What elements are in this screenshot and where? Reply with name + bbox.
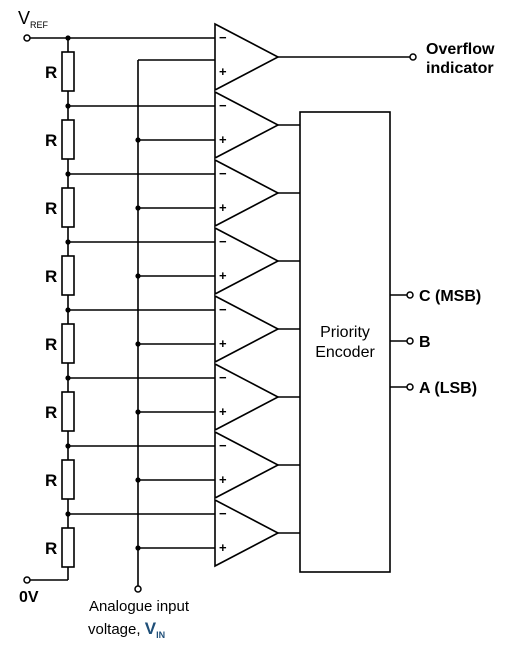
output-c-terminal bbox=[406, 291, 414, 299]
comparator-2: − + bbox=[214, 90, 280, 160]
resistor-5: R bbox=[45, 323, 75, 364]
resistor-2: R bbox=[45, 119, 75, 160]
inverting-input-sign: − bbox=[219, 506, 227, 521]
resistor-3: R bbox=[45, 187, 75, 228]
non-inverting-input-sign: + bbox=[219, 404, 227, 419]
resistor-6: R bbox=[45, 391, 75, 432]
resistor-label: R bbox=[45, 131, 57, 150]
input-junction-dots bbox=[135, 137, 141, 551]
tap-wires bbox=[68, 105, 215, 515]
vin-symbol: V bbox=[145, 619, 157, 638]
resistor-4: R bbox=[45, 255, 75, 296]
inverting-input-sign: − bbox=[219, 302, 227, 317]
encoder-label-line2: Encoder bbox=[315, 344, 375, 361]
non-inverting-input-sign: + bbox=[219, 64, 227, 79]
resistor-label: R bbox=[45, 267, 57, 286]
output-a: A (LSB) bbox=[390, 380, 477, 397]
ladder-junction-dots bbox=[65, 35, 71, 517]
non-inverting-input-sign: + bbox=[219, 472, 227, 487]
resistor-label: R bbox=[45, 63, 57, 82]
overflow-label-line1: Overflow bbox=[426, 41, 495, 58]
input-label-line1: Analogue input bbox=[89, 598, 190, 615]
resistor-label: R bbox=[45, 471, 57, 490]
input-terminal bbox=[134, 585, 142, 593]
ground-label: 0V bbox=[19, 589, 39, 606]
inverting-input-sign: − bbox=[219, 166, 227, 181]
output-b-label: B bbox=[419, 334, 431, 351]
resistor-8: R bbox=[45, 527, 75, 568]
output-a-label: A (LSB) bbox=[419, 380, 477, 397]
inverting-input-sign: − bbox=[219, 30, 227, 45]
non-inverting-input-sign: + bbox=[219, 268, 227, 283]
inverting-input-sign: − bbox=[219, 234, 227, 249]
inverting-input-sign: − bbox=[219, 98, 227, 113]
vref-terminal bbox=[23, 34, 31, 42]
comparator-5: − + bbox=[214, 294, 280, 364]
output-b-terminal bbox=[406, 337, 414, 345]
comparator-8: − + bbox=[214, 498, 280, 568]
resistor-label: R bbox=[45, 403, 57, 422]
resistor-label: R bbox=[45, 335, 57, 354]
ground-terminal bbox=[23, 576, 31, 584]
non-inverting-input-sign: + bbox=[219, 132, 227, 147]
inverting-input-sign: − bbox=[219, 370, 227, 385]
non-inverting-input-sign: + bbox=[219, 336, 227, 351]
output-a-terminal bbox=[406, 383, 414, 391]
comparator-6: − + bbox=[214, 362, 280, 432]
vin-subscript: IN bbox=[156, 630, 165, 640]
output-c: C (MSB) bbox=[390, 288, 481, 305]
inverting-input-sign: − bbox=[219, 438, 227, 453]
encoder-label-line1: Priority bbox=[320, 324, 370, 341]
overflow-terminal bbox=[409, 53, 417, 61]
overflow-label-line2: indicator bbox=[426, 60, 494, 77]
vref-label: VREF bbox=[18, 8, 49, 30]
non-inverting-input-sign: + bbox=[219, 540, 227, 555]
comparator-7: − + bbox=[214, 430, 280, 500]
non-inverting-input-sign: + bbox=[219, 200, 227, 215]
comparator-output-wires bbox=[278, 124, 300, 534]
input-bus-wires bbox=[138, 59, 215, 549]
resistor-1: R bbox=[45, 51, 75, 92]
input-label-line2: voltage, VIN bbox=[88, 619, 165, 640]
resistor-7: R bbox=[45, 459, 75, 500]
priority-encoder-block bbox=[299, 111, 391, 573]
output-c-label: C (MSB) bbox=[419, 288, 481, 305]
comparator-3: − + bbox=[214, 158, 280, 228]
output-b: B bbox=[390, 334, 431, 351]
resistor-label: R bbox=[45, 199, 57, 218]
resistor-label: R bbox=[45, 539, 57, 558]
comparator-1: − + bbox=[214, 22, 280, 92]
comparator-4: − + bbox=[214, 226, 280, 296]
